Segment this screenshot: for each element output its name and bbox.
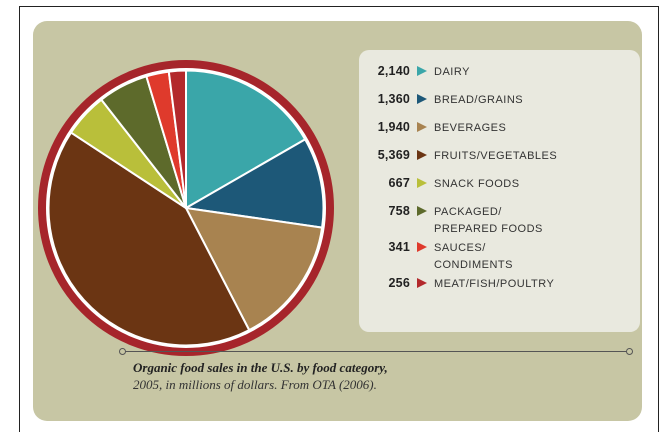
legend-value: 667 — [388, 176, 410, 190]
caption-rule-right-dot — [626, 348, 633, 355]
legend-label: BEVERAGES — [434, 122, 507, 134]
legend-label: PACKAGED/PREPARED FOODS — [434, 206, 543, 235]
legend-label: MEAT/FISH/POULTRY — [434, 278, 555, 290]
legend-label: DAIRY — [434, 66, 470, 78]
pie-slice-bread-grains — [185, 138, 325, 229]
legend-marker-triangle-icon — [417, 206, 427, 216]
legend-value: 5,369 — [377, 148, 410, 162]
legend-item-sauces-condiments: 341 SAUCES/CONDIMENTS — [359, 240, 640, 271]
legend-value: 256 — [388, 276, 410, 290]
legend-value: 758 — [388, 204, 410, 218]
legend-label: SAUCES/CONDIMENTS — [434, 242, 513, 271]
legend-marker-triangle-icon — [417, 150, 427, 160]
legend-label: FRUITS/VEGETABLES — [434, 150, 558, 162]
legend-item-meat-fish-poultry: 256 MEAT/FISH/POULTRY — [359, 276, 640, 296]
legend-marker-triangle-icon — [417, 278, 427, 288]
legend-item-dairy: 2,140 DAIRY — [359, 64, 640, 84]
legend-marker-triangle-icon — [417, 122, 427, 132]
pie-slice-meat-fish-poultry — [167, 69, 187, 209]
chart-title: Organic food sales in the U.S. by food c… — [133, 360, 388, 375]
legend-item-bread-grains: 1,360 BREAD/GRAINS — [359, 92, 640, 112]
chart-subtitle: 2005, in millions of dollars. From OTA (… — [133, 377, 377, 392]
legend-marker-triangle-icon — [417, 94, 427, 104]
pie-chart — [38, 60, 334, 356]
legend-marker-triangle-icon — [417, 66, 427, 76]
legend-marker-triangle-icon — [417, 242, 427, 252]
legend-value: 1,360 — [377, 92, 410, 106]
legend-item-snack-foods: 667 SNACK FOODS — [359, 176, 640, 196]
legend-value: 341 — [388, 240, 410, 254]
pie-slice-beverages — [185, 207, 324, 332]
caption-rule-left-dot — [119, 348, 126, 355]
legend-item-packaged-prepared-foods: 758 PACKAGED/PREPARED FOODS — [359, 204, 640, 235]
legend-marker-triangle-icon — [417, 178, 427, 188]
pie-slice-dairy — [185, 69, 307, 209]
pie-slice-fruits-vegetables — [47, 131, 251, 347]
legend-label: BREAD/GRAINS — [434, 94, 524, 106]
legend-item-beverages: 1,940 BEVERAGES — [359, 120, 640, 140]
chart-caption: Organic food sales in the U.S. by food c… — [133, 359, 613, 393]
legend-value: 1,940 — [377, 120, 410, 134]
legend: 2,140 DAIRY 1,360 BREAD/GRAINS 1,940 BEVERAGE… — [359, 50, 640, 332]
legend-item-fruits-vegetables: 5,369 FRUITS/VEGETABLES — [359, 148, 640, 168]
legend-label: SNACK FOODS — [434, 178, 520, 190]
legend-value: 2,140 — [377, 64, 410, 78]
caption-rule — [124, 351, 630, 352]
